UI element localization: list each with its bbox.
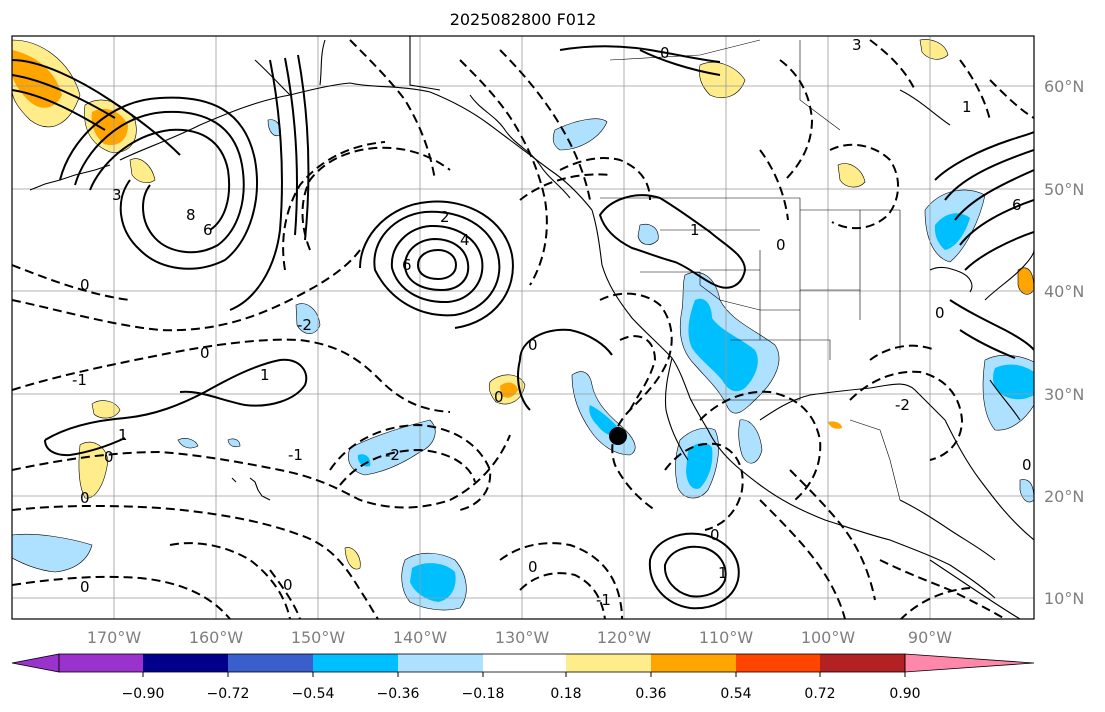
colorbar-tick-label: −0.18 [462, 686, 505, 702]
contour-label: 0 [528, 336, 538, 354]
lat-label: 30°N [1044, 385, 1084, 404]
colorbar [11, 653, 1035, 677]
colorbar-tick-label: 0.90 [889, 686, 920, 702]
contour-label: 0 [104, 448, 114, 466]
contour-label: 3 [852, 36, 862, 54]
contour-label: 0 [283, 576, 293, 594]
shaded-patches [12, 39, 1034, 611]
contour-label: 0 [80, 489, 90, 507]
colorbar-swatch [566, 654, 651, 672]
lat-label: 10°N [1044, 589, 1084, 608]
contour-label: -1 [72, 371, 87, 389]
contour-label: 0 [935, 304, 945, 322]
colorbar-swatch [398, 654, 483, 672]
lon-label: 130°W [495, 628, 550, 647]
contour-label: 0 [200, 344, 210, 362]
contour-label: 0 [80, 578, 90, 596]
colorbar-swatch [143, 654, 228, 672]
contour-label: -1 [596, 591, 611, 609]
contour-label: 1 [260, 366, 270, 384]
contour-label: 0 [80, 276, 90, 294]
contour-label: 1 [118, 426, 128, 444]
lat-labels: 60°N 50°N 40°N 30°N 20°N 10°N [1044, 77, 1084, 608]
colorbar-labels: −0.90 −0.72 −0.54 −0.36 −0.18 0.18 0.36 … [122, 686, 921, 702]
contour-label: -1 [288, 446, 303, 464]
colorbar-swatch [651, 654, 736, 672]
contour-label: 6 [1012, 196, 1022, 214]
colorbar-tick-label: 0.72 [804, 686, 835, 702]
contour-label: -2 [297, 316, 312, 334]
lon-label: 100°W [801, 628, 856, 647]
contour-label: 6 [402, 256, 412, 274]
contour-label: -2 [895, 396, 910, 414]
lon-label: 120°W [597, 628, 652, 647]
contour-label: 0 [710, 526, 720, 544]
lon-label: 110°W [699, 628, 754, 647]
lon-label: 170°W [87, 628, 142, 647]
lat-label: 40°N [1044, 282, 1084, 301]
colorbar-extend-high [904, 653, 1035, 673]
colorbar-tick-label: 0.18 [550, 686, 581, 702]
map-area[interactable] [12, 36, 1034, 619]
contour-label: 1 [690, 221, 700, 239]
colorbar-tick-label: −0.90 [122, 686, 165, 702]
contour-label: 1 [718, 564, 728, 582]
contour-label: 0 [1022, 456, 1032, 474]
lat-label: 60°N [1044, 77, 1084, 96]
contour-labels: 0 -1 -2 1 2 4 6 8 3 0 -1 -2 0 0 1 0 0 0 … [72, 36, 1032, 609]
lon-label: 150°W [291, 628, 346, 647]
colorbar-tick-label: −0.36 [377, 686, 420, 702]
contour-label: 0 [776, 236, 786, 254]
contour-label: 4 [460, 231, 470, 249]
contour-label: 1 [962, 98, 972, 116]
contour-label: 2 [440, 208, 450, 226]
colorbar-tick-label: −0.54 [292, 686, 335, 702]
colorbar-swatch [820, 654, 905, 672]
map-title: 2025082800 F012 [449, 10, 597, 29]
colorbar-swatch [313, 654, 398, 672]
borders [600, 39, 901, 501]
lat-label: 20°N [1044, 487, 1084, 506]
lon-label: 140°W [393, 628, 448, 647]
gridlines [12, 36, 1034, 619]
lat-label: 50°N [1044, 180, 1084, 199]
colorbar-tick-label: −0.72 [207, 686, 250, 702]
colorbar-swatch [228, 654, 313, 672]
contour-label: 3 [112, 186, 122, 204]
contour-lines-dashed [12, 39, 1034, 619]
contour-label: 0 [528, 558, 538, 576]
colorbar-swatch [483, 654, 566, 672]
colorbar-swatch [736, 654, 820, 672]
contour-label: 6 [203, 221, 213, 239]
lon-labels: 170°W 160°W 150°W 140°W 130°W 120°W 110°… [87, 628, 952, 647]
colorbar-tick-label: 0.54 [720, 686, 751, 702]
contour-label: -2 [385, 446, 400, 464]
colorbar-extend-low [11, 653, 60, 673]
colorbar-swatch [59, 654, 143, 672]
map-frame [11, 35, 1035, 620]
lon-label: 90°W [908, 628, 952, 647]
colorbar-tick-label: 0.36 [635, 686, 666, 702]
contour-label: 0 [494, 388, 504, 406]
contour-lines [12, 45, 1034, 610]
contour-label: 8 [186, 206, 196, 224]
contour-label: 0 [660, 44, 670, 62]
colorbar-outline [58, 653, 906, 673]
lon-label: 160°W [189, 628, 244, 647]
black-dot-marker[interactable] [609, 427, 627, 445]
